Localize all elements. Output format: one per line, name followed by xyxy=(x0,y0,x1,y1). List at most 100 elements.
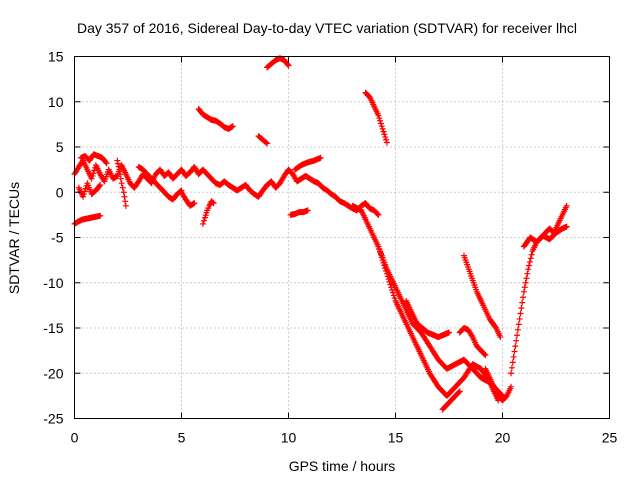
data-point xyxy=(116,166,123,173)
data-point xyxy=(517,310,524,317)
data-point xyxy=(378,123,385,130)
y-tick-label: -15 xyxy=(43,320,63,336)
y-tick-label: -20 xyxy=(43,365,63,381)
data-point xyxy=(97,182,104,189)
axis-ticks xyxy=(74,56,610,419)
series-14 xyxy=(362,89,390,146)
series-12 xyxy=(287,207,311,218)
data-point xyxy=(80,193,87,200)
series-2 xyxy=(71,157,382,218)
data-point xyxy=(510,353,517,360)
y-axis-label: SDTVAR / TECUs xyxy=(6,182,22,294)
data-point xyxy=(80,191,87,198)
data-point xyxy=(377,120,384,127)
series-11 xyxy=(255,133,271,147)
data-point xyxy=(387,281,394,288)
data-point xyxy=(508,370,515,377)
x-tick-label: 5 xyxy=(178,430,186,446)
series-17 xyxy=(403,297,452,341)
y-tick-label: -5 xyxy=(51,230,64,246)
series-5 xyxy=(114,157,129,209)
series-4 xyxy=(75,180,104,200)
data-point xyxy=(520,294,527,301)
data-point xyxy=(284,61,291,68)
data-point xyxy=(385,276,392,283)
grid-lines xyxy=(74,56,610,419)
data-point xyxy=(521,284,528,291)
data-point xyxy=(375,243,382,250)
data-point xyxy=(304,207,311,214)
data-point xyxy=(199,220,206,227)
data-point xyxy=(386,278,393,285)
data-point xyxy=(390,292,397,299)
series-9 xyxy=(195,105,236,132)
data-point xyxy=(523,275,530,282)
data-point xyxy=(515,321,522,328)
data-point xyxy=(528,251,535,258)
data-point xyxy=(120,189,127,196)
data-point xyxy=(209,199,216,206)
data-point xyxy=(497,334,504,341)
data-point xyxy=(526,258,533,265)
data-point xyxy=(379,125,386,132)
x-tick-label: 25 xyxy=(602,430,618,446)
series-23 xyxy=(520,223,570,250)
data-point xyxy=(563,223,570,230)
series-21 xyxy=(482,365,515,404)
data-point xyxy=(121,193,128,200)
y-tick-label: 5 xyxy=(56,139,64,155)
data-point xyxy=(508,364,515,371)
data-point xyxy=(90,170,97,177)
series-13 xyxy=(291,154,324,173)
data-point xyxy=(519,299,526,306)
data-point xyxy=(81,188,88,195)
data-point xyxy=(118,180,125,187)
data-point xyxy=(229,123,236,130)
data-point xyxy=(89,172,96,179)
x-tick-labels: 0 5 10 15 20 25 xyxy=(71,430,618,446)
data-point xyxy=(122,202,129,209)
data-point xyxy=(526,262,533,269)
chart-title: Day 357 of 2016, Sidereal Day-to-day VTE… xyxy=(77,20,577,36)
data-point xyxy=(513,337,520,344)
data-point xyxy=(514,332,521,339)
data-point xyxy=(375,211,382,218)
data-point xyxy=(191,200,198,207)
data-point xyxy=(509,359,516,366)
data-point xyxy=(383,267,390,274)
data-point xyxy=(263,139,270,146)
data-point xyxy=(103,160,110,167)
data-point xyxy=(511,348,518,355)
y-tick-label: 0 xyxy=(56,184,64,200)
data-point xyxy=(383,270,390,277)
x-tick-label: 20 xyxy=(495,430,511,446)
series-3 xyxy=(77,151,110,167)
x-tick-label: 15 xyxy=(388,430,404,446)
data-point xyxy=(514,326,521,333)
data-point xyxy=(455,389,462,396)
data-point xyxy=(376,246,383,253)
data-point xyxy=(512,343,519,350)
data-point xyxy=(377,251,384,258)
data-point xyxy=(382,134,389,141)
data-point xyxy=(563,202,570,209)
series-19 xyxy=(456,325,489,359)
data-point xyxy=(376,115,383,122)
y-tick-label: -10 xyxy=(43,275,63,291)
data-point xyxy=(285,62,292,69)
data-point xyxy=(524,270,531,277)
data-point xyxy=(379,257,386,264)
y-tick-labels: -25 -20 -15 -10 -5 0 5 10 15 xyxy=(43,49,63,427)
data-point xyxy=(388,284,395,291)
data-point xyxy=(482,352,489,359)
data-point xyxy=(102,159,109,166)
data-point xyxy=(383,136,390,143)
data-point xyxy=(377,248,384,255)
data-point xyxy=(516,315,523,322)
x-axis-label: GPS time / hours xyxy=(289,458,396,474)
series-10 xyxy=(264,55,292,71)
series-8 xyxy=(199,198,217,227)
data-point xyxy=(378,254,385,261)
y-tick-label: -25 xyxy=(43,411,63,427)
